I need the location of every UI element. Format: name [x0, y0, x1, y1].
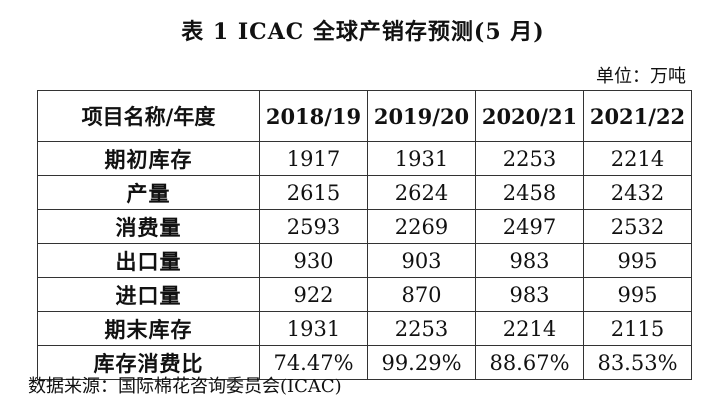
table-cell: 983: [475, 277, 584, 312]
table-header-row: 项目名称/年度 2018/19 2019/20 2020/21 2021/22: [37, 90, 692, 142]
row-label: 出口量: [37, 243, 260, 278]
table-cell: 99.29%: [367, 345, 476, 380]
table-cell: 2532: [583, 209, 692, 244]
table-cell: 995: [583, 243, 692, 278]
table-cell: 1931: [259, 311, 368, 346]
table-cell: 983: [475, 243, 584, 278]
table-cell: 2269: [367, 209, 476, 244]
table-cell: 2214: [475, 311, 584, 346]
source-note: 数据来源：国际棉花咨询委员会(ICAC): [28, 376, 342, 397]
table-row: 产量 2615 2624 2458 2432: [37, 175, 692, 210]
table-cell: 930: [259, 243, 368, 278]
unit-label: 单位：万吨: [596, 66, 686, 87]
table-row: 进口量 922 870 983 995: [37, 277, 692, 312]
table-cell: 2432: [583, 175, 692, 210]
row-label: 库存消费比: [37, 345, 260, 380]
table-cell: 83.53%: [583, 345, 692, 380]
header-cell-year: 2020/21: [475, 90, 584, 142]
header-cell-item: 项目名称/年度: [37, 90, 260, 142]
table-cell: 2115: [583, 311, 692, 346]
table-cell: 2615: [259, 175, 368, 210]
table-title: 表 1 ICAC 全球产销存预测(5 月): [181, 19, 545, 45]
table-cell: 1917: [259, 141, 368, 176]
header-cell-year: 2018/19: [259, 90, 368, 142]
table-cell: 1931: [367, 141, 476, 176]
table-row: 期初库存 1917 1931 2253 2214: [37, 141, 692, 176]
table-row: 出口量 930 903 983 995: [37, 243, 692, 278]
table-cell: 922: [259, 277, 368, 312]
table-cell: 2458: [475, 175, 584, 210]
row-label: 进口量: [37, 277, 260, 312]
table-cell: 2253: [367, 311, 476, 346]
table-cell: 88.67%: [475, 345, 584, 380]
header-cell-year: 2021/22: [583, 90, 692, 142]
table-row: 库存消费比 74.47% 99.29% 88.67% 83.53%: [37, 345, 692, 380]
row-label: 期初库存: [37, 141, 260, 176]
table-cell: 2214: [583, 141, 692, 176]
table-cell: 903: [367, 243, 476, 278]
row-label: 产量: [37, 175, 260, 210]
table-cell: 2624: [367, 175, 476, 210]
table-cell: 74.47%: [259, 345, 368, 380]
table-row: 消费量 2593 2269 2497 2532: [37, 209, 692, 244]
header-cell-year: 2019/20: [367, 90, 476, 142]
row-label: 消费量: [37, 209, 260, 244]
table-cell: 2253: [475, 141, 584, 176]
table-cell: 995: [583, 277, 692, 312]
table-cell: 2497: [475, 209, 584, 244]
table-cell: 870: [367, 277, 476, 312]
row-label: 期末库存: [37, 311, 260, 346]
table-cell: 2593: [259, 209, 368, 244]
table-row: 期末库存 1931 2253 2214 2115: [37, 311, 692, 346]
forecast-table: 项目名称/年度 2018/19 2019/20 2020/21 2021/22 …: [37, 90, 692, 380]
